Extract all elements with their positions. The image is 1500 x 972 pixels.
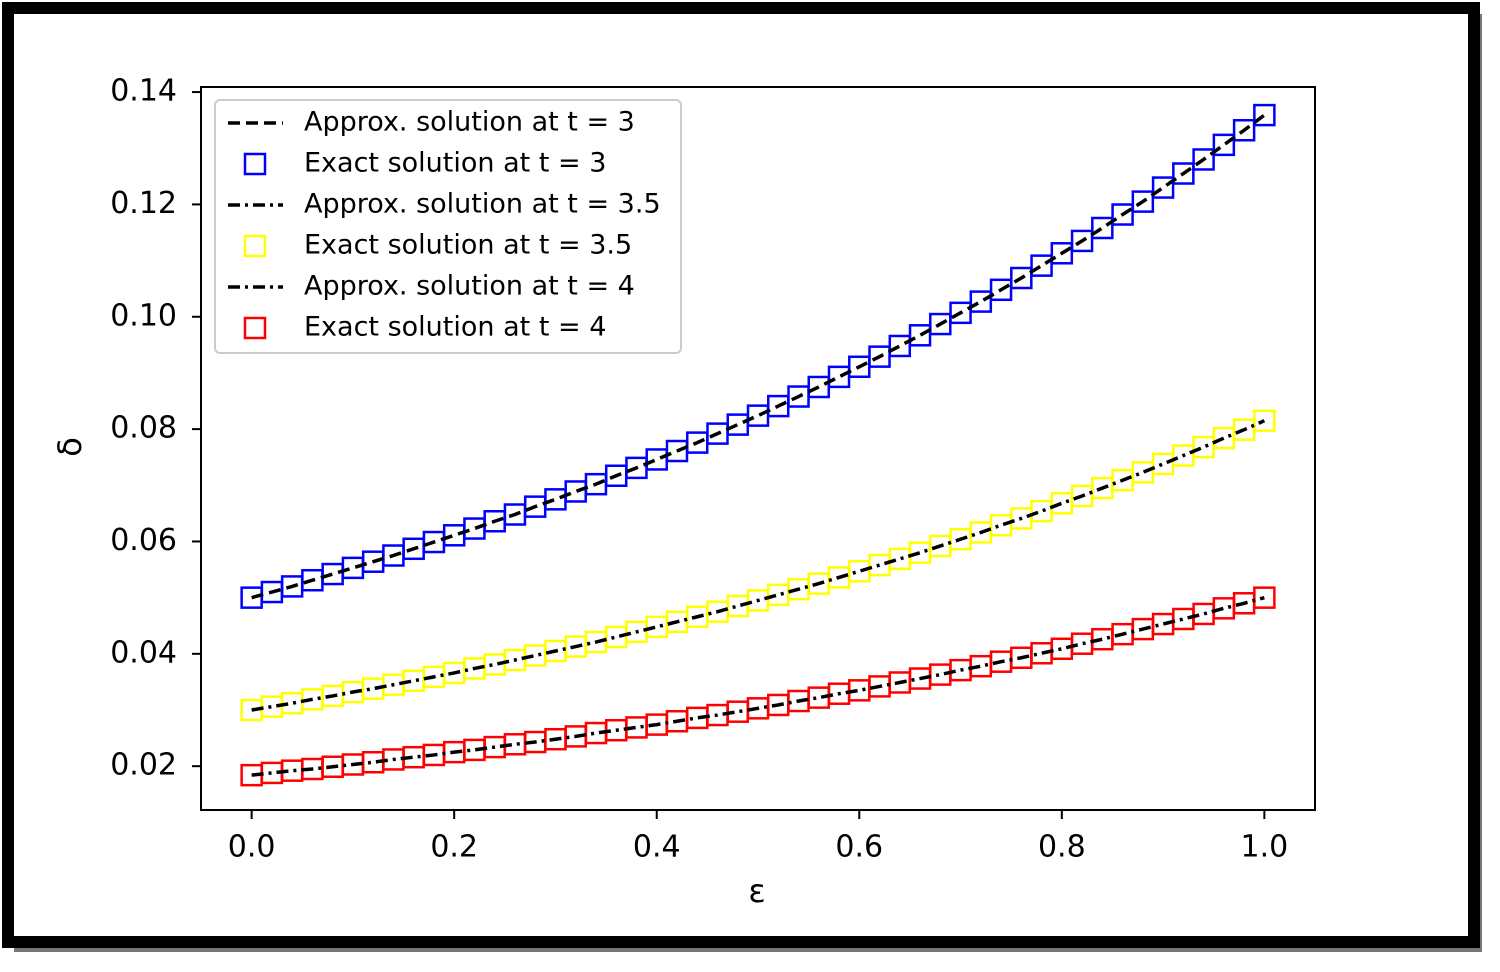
legend-label: Exact solution at t = 3	[304, 148, 606, 179]
x-tick-label: 0.6	[835, 830, 883, 865]
line	[251, 419, 1266, 712]
y-tick-label: 0.08	[110, 411, 177, 446]
y-axis-label: δ	[51, 437, 89, 457]
marker	[1232, 119, 1256, 142]
marker	[1030, 254, 1053, 277]
legend-label: Exact solution at t = 3.5	[304, 230, 632, 261]
marker	[1172, 162, 1195, 185]
legend-marker	[243, 152, 267, 176]
marker	[1253, 103, 1276, 127]
plot-frame	[200, 86, 1316, 811]
line	[251, 113, 1266, 600]
legend-box	[214, 99, 682, 354]
marker	[969, 290, 993, 313]
legend-label: Approx. solution at t = 3.5	[304, 189, 661, 220]
y-tick-label: 0.12	[110, 186, 177, 221]
y-tick-label: 0.14	[110, 74, 177, 109]
marker	[1192, 148, 1215, 171]
x-tick-label: 0.4	[633, 830, 681, 865]
legend-label: Approx. solution at t = 3	[304, 107, 635, 138]
line	[251, 595, 1265, 777]
marker	[1212, 133, 1236, 157]
x-tick-label: 0.0	[228, 830, 276, 865]
y-tick-label: 0.04	[110, 635, 177, 670]
marker	[1253, 586, 1276, 609]
marker	[1111, 203, 1134, 226]
y-tick-label: 0.10	[110, 298, 177, 333]
legend: Approx. solution at t = 3 Exact solution …	[214, 99, 682, 354]
x-tick-label: 0.2	[430, 830, 478, 865]
x-axis-label: ε	[748, 872, 765, 910]
y-tick-label: 0.06	[110, 523, 177, 558]
legend-marker	[243, 234, 267, 258]
x-tick-label: 0.8	[1038, 830, 1086, 865]
marker	[1151, 176, 1175, 199]
legend-label: Approx. solution at t = 4	[304, 271, 635, 302]
y-tick-label: 0.02	[110, 748, 177, 783]
marker	[1050, 242, 1074, 265]
marker	[1010, 266, 1033, 290]
x-tick-label: 1.0	[1241, 830, 1289, 865]
legend-label: Exact solution at t = 4	[304, 312, 606, 343]
marker	[1253, 409, 1276, 432]
marker	[1091, 216, 1114, 240]
marker	[1070, 229, 1094, 253]
legend-marker	[243, 316, 267, 340]
marker	[989, 278, 1013, 302]
marker	[1131, 190, 1155, 213]
